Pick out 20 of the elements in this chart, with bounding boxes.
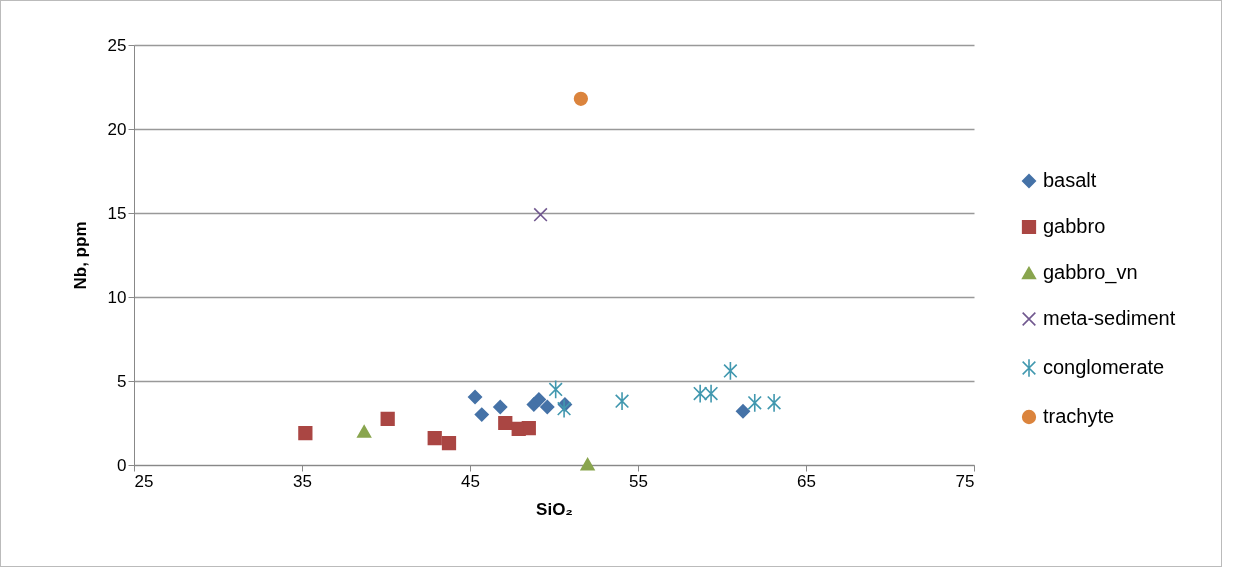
x-axis-title: SiO₂ xyxy=(536,499,573,519)
y-tick-label: 5 xyxy=(117,371,127,391)
legend-label: gabbro xyxy=(1043,215,1106,237)
legend-label: basalt xyxy=(1043,169,1097,191)
y-tick-label: 25 xyxy=(107,35,127,55)
legend-label: gabbro_vn xyxy=(1043,261,1138,284)
y-tick-label: 10 xyxy=(107,287,127,307)
y-axis-title: Nb, ppm xyxy=(70,221,90,290)
y-tick-label: 0 xyxy=(117,455,127,475)
legend-label: trachyte xyxy=(1043,405,1115,427)
x-tick-label: 45 xyxy=(461,471,480,491)
legend-label: conglomerate xyxy=(1043,356,1165,378)
x-tick-label: 55 xyxy=(629,471,648,491)
x-tick-label: 75 xyxy=(955,471,975,491)
x-tick-label: 65 xyxy=(797,471,816,491)
legend-label: meta-sediment xyxy=(1043,307,1176,329)
x-tick-label: 35 xyxy=(293,471,312,491)
x-tick-label: 25 xyxy=(134,471,154,491)
y-tick-label: 15 xyxy=(107,203,127,223)
y-tick-label: 20 xyxy=(107,119,127,139)
